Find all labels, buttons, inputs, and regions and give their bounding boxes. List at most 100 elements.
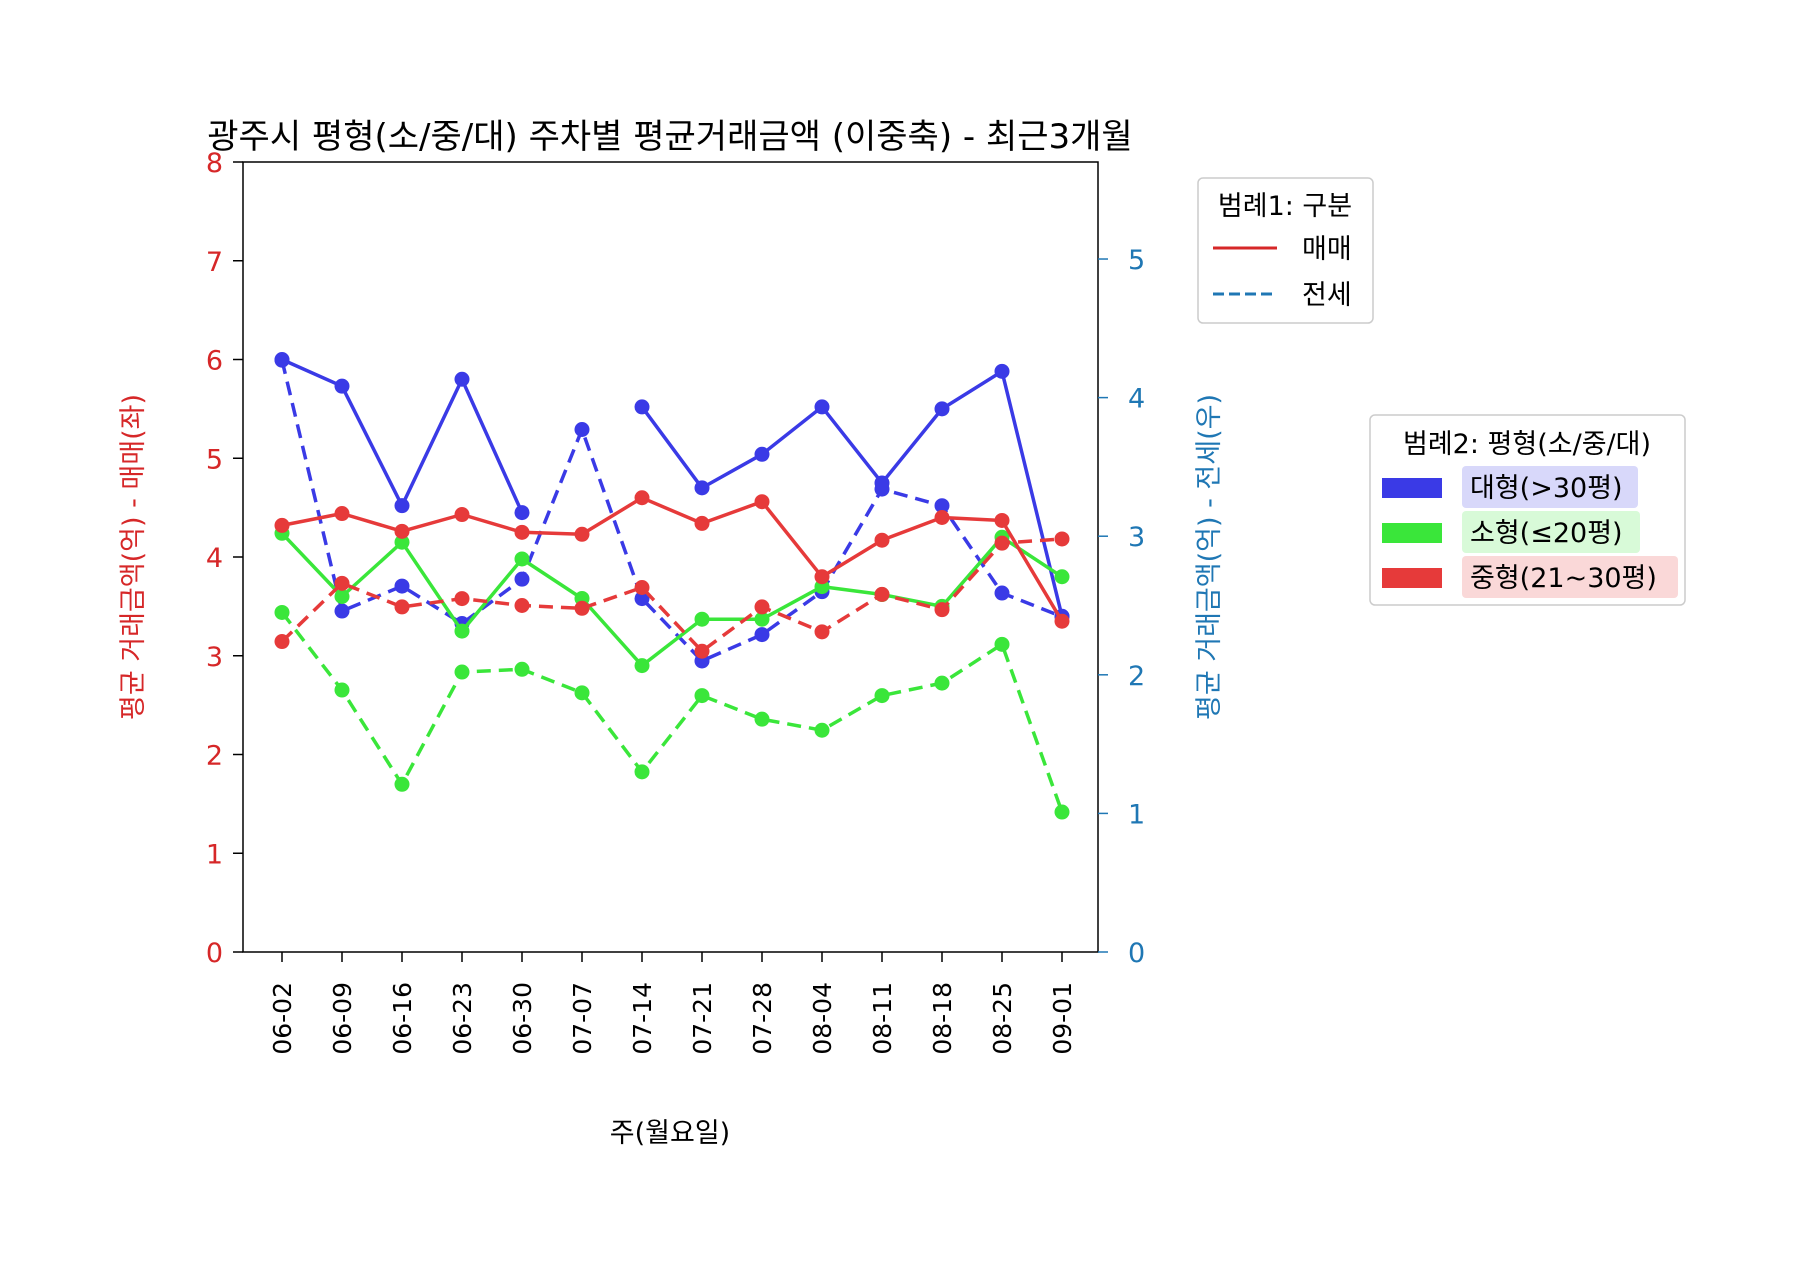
data-point [754, 494, 770, 510]
data-point [754, 446, 770, 462]
data-point [934, 401, 950, 417]
y-tick-right: 3 [1128, 522, 1145, 553]
data-point [334, 682, 350, 698]
series-line [280, 359, 1063, 663]
series-4 [274, 490, 1070, 629]
data-point [514, 505, 530, 521]
legend-2-label-bg-0 [1462, 466, 1638, 508]
legend-2-item-1: 소형(≤20평) [1470, 518, 1623, 549]
legend-2-item-2: 중형(21~30평) [1470, 563, 1657, 594]
data-point [394, 599, 410, 615]
data-point [334, 589, 350, 604]
x-tick-label: 08-11 [868, 982, 897, 1055]
legend-2: 범례2: 평형(소/중/대) 대형(>30평) 소형(≤20평) 중형(21~3… [1369, 414, 1686, 606]
data-point [514, 571, 530, 587]
data-point [1054, 531, 1070, 547]
y-tick-right: 2 [1128, 661, 1145, 692]
x-tick-label: 07-14 [628, 982, 657, 1055]
data-point [874, 532, 890, 548]
data-point [454, 623, 470, 639]
data-point [274, 634, 290, 650]
legend-2-label-bg-2 [1462, 556, 1678, 598]
data-point [514, 598, 530, 614]
data-point [1054, 613, 1070, 629]
data-point [454, 507, 470, 523]
data-point [574, 685, 590, 701]
data-point [634, 658, 650, 674]
legend-2-swatch-1 [1382, 523, 1442, 543]
y-tick-left: 3 [206, 642, 223, 673]
x-tick-label: 07-07 [568, 982, 597, 1055]
data-point [1054, 804, 1070, 820]
data-point [754, 711, 770, 727]
series-line [280, 611, 1064, 813]
series-line [640, 369, 1064, 617]
x-tick-label: 08-04 [808, 982, 837, 1055]
series-line [280, 537, 1063, 653]
data-point [334, 506, 350, 522]
x-tick-label: 08-25 [988, 982, 1017, 1055]
y-tick-left: 2 [206, 741, 223, 772]
data-point [454, 591, 470, 607]
x-tick-label: 07-28 [748, 982, 777, 1055]
legend-2-item-0: 대형(>30평) [1470, 473, 1623, 504]
data-point [394, 498, 410, 514]
data-point [754, 599, 770, 615]
data-point [934, 510, 950, 525]
data-point [574, 526, 590, 542]
data-point [934, 602, 950, 618]
x-tick-label: 09-01 [1048, 982, 1077, 1055]
legend-1-title: 범례1: 구분 [1218, 191, 1352, 222]
data-point [274, 352, 290, 368]
data-point [454, 371, 470, 387]
axes: 0 1 2 3 4 5 6 7 8 0 1 2 3 4 5 06-02 06-09 06-16 06-23 06-30… [206, 148, 1145, 1055]
data-point [814, 722, 830, 738]
data-point [514, 524, 530, 540]
data-point [634, 579, 650, 595]
data-point [394, 523, 410, 539]
data-point [334, 378, 350, 394]
legend-1: 범례1: 구분 매매 전세 [1197, 177, 1374, 324]
plot-area [242, 161, 1099, 953]
data-point [574, 600, 590, 616]
x-tick-label: 06-09 [328, 982, 357, 1055]
series-layer [274, 352, 1070, 820]
data-point [994, 636, 1010, 652]
y-tick-left: 8 [206, 148, 223, 179]
x-tick-label: 06-30 [508, 982, 537, 1055]
y-tick-left: 0 [206, 938, 223, 969]
chart-title: 광주시 평형(소/중/대) 주차별 평균거래금액 (이중축) - 최근3개월 [207, 117, 1132, 157]
data-point [994, 363, 1010, 379]
series-2 [274, 525, 1070, 674]
data-point [634, 764, 650, 780]
y-axis-label-right: 평균 거래금액(억) - 전세(우) [1194, 394, 1225, 720]
data-point [274, 604, 290, 620]
series-line [281, 496, 1064, 623]
y-tick-left: 7 [206, 247, 223, 278]
legend-2-title: 범례2: 평형(소/중/대) [1403, 429, 1651, 460]
x-axis-label: 주(월요일) [610, 1118, 730, 1149]
data-point [934, 675, 950, 691]
x-tick-label: 06-23 [448, 982, 477, 1055]
data-point [994, 512, 1010, 528]
legend-2-swatch-0 [1382, 478, 1442, 498]
legend-2-swatch-2 [1382, 568, 1442, 588]
data-point [634, 490, 650, 506]
data-point [394, 578, 410, 594]
y-tick-left: 6 [206, 346, 223, 377]
data-point [574, 421, 590, 437]
series-line [281, 357, 524, 514]
data-point [874, 481, 890, 497]
data-point [694, 480, 710, 496]
data-point [994, 535, 1010, 551]
data-point [514, 551, 530, 567]
y-axis-label-left: 평균 거래금액(억) - 매매(좌) [118, 394, 149, 720]
data-point [694, 643, 710, 659]
data-point [454, 664, 470, 680]
data-point [1054, 569, 1070, 585]
data-point [334, 603, 350, 619]
data-point [814, 399, 830, 415]
data-point [694, 515, 710, 531]
data-point [814, 624, 830, 640]
